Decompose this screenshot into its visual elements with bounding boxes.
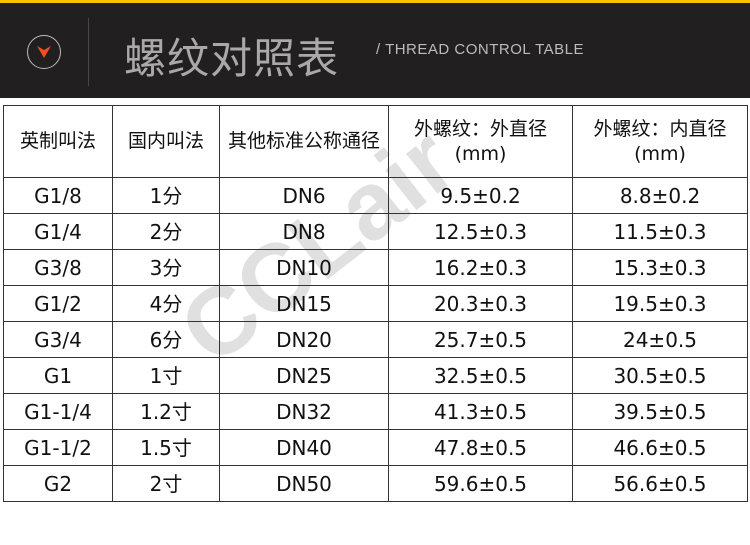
table-cell: 47.8±0.5 — [388, 429, 573, 466]
table-cell: G1/4 — [3, 213, 113, 250]
table-cell: 30.5±0.5 — [572, 357, 748, 394]
table-cell: G1/8 — [3, 177, 113, 214]
page-title: 螺纹对照表 — [124, 34, 340, 83]
top-accent-line — [0, 0, 750, 3]
table-cell: 6分 — [112, 321, 220, 358]
table-cell: 12.5±0.3 — [388, 213, 573, 250]
chevron-down-circle-icon — [27, 35, 61, 69]
header-cell: 国内叫法 — [112, 105, 220, 178]
table-row: G2 2寸 DN50 59.6±0.5 56.6±0.5 — [3, 465, 748, 502]
table-cell: DN15 — [219, 285, 389, 322]
table-cell: 56.6±0.5 — [572, 465, 748, 502]
table-cell: G3/8 — [3, 249, 113, 286]
table-cell: 41.3±0.5 — [388, 393, 573, 430]
table-cell: 8.8±0.2 — [572, 177, 748, 214]
table-cell: DN6 — [219, 177, 389, 214]
table-cell: G1 — [3, 357, 113, 394]
table-cell: 1分 — [112, 177, 220, 214]
table-cell: DN50 — [219, 465, 389, 502]
header-cell: 外螺纹：内直径(mm) — [572, 105, 748, 178]
divider — [88, 18, 89, 86]
table-row: G1/8 1分 DN6 9.5±0.2 8.8±0.2 — [3, 177, 748, 214]
table-cell: 59.6±0.5 — [388, 465, 573, 502]
table-cell: DN8 — [219, 213, 389, 250]
table-cell: 15.3±0.3 — [572, 249, 748, 286]
table-cell: 20.3±0.3 — [388, 285, 573, 322]
table-header-row: 英制叫法 国内叫法 其他标准公称通径 外螺纹：外直径(mm) 外螺纹：内直径(m… — [3, 105, 748, 178]
table-cell: 39.5±0.5 — [572, 393, 748, 430]
table-cell: G1-1/2 — [3, 429, 113, 466]
header-cell: 外螺纹：外直径(mm) — [388, 105, 573, 178]
table-cell: 25.7±0.5 — [388, 321, 573, 358]
table-cell: 19.5±0.3 — [572, 285, 748, 322]
table-cell: 1.2寸 — [112, 393, 220, 430]
table-row: G1/4 2分 DN8 12.5±0.3 11.5±0.3 — [3, 213, 748, 250]
table-cell: DN10 — [219, 249, 389, 286]
thread-table: 英制叫法 国内叫法 其他标准公称通径 外螺纹：外直径(mm) 外螺纹：内直径(m… — [3, 105, 748, 502]
header-cell: 其他标准公称通径 — [219, 105, 389, 178]
table-cell: G1-1/4 — [3, 393, 113, 430]
table-row: G1/2 4分 DN15 20.3±0.3 19.5±0.3 — [3, 285, 748, 322]
table-row: G1-1/2 1.5寸 DN40 47.8±0.5 46.6±0.5 — [3, 429, 748, 466]
table-cell: 32.5±0.5 — [388, 357, 573, 394]
page-subtitle: / THREAD CONTROL TABLE — [376, 41, 584, 58]
table-row: G1-1/4 1.2寸 DN32 41.3±0.5 39.5±0.5 — [3, 393, 748, 430]
table-cell: 46.6±0.5 — [572, 429, 748, 466]
table-cell: 2分 — [112, 213, 220, 250]
table-cell: 3分 — [112, 249, 220, 286]
table-cell: DN32 — [219, 393, 389, 430]
table-cell: 4分 — [112, 285, 220, 322]
table-cell: 2寸 — [112, 465, 220, 502]
table-cell: DN20 — [219, 321, 389, 358]
table-row: G3/8 3分 DN10 16.2±0.3 15.3±0.3 — [3, 249, 748, 286]
table-cell: 1.5寸 — [112, 429, 220, 466]
table-cell: DN25 — [219, 357, 389, 394]
header-banner: 螺纹对照表 / THREAD CONTROL TABLE — [0, 3, 750, 98]
table-cell: 24±0.5 — [572, 321, 748, 358]
table-cell: 11.5±0.3 — [572, 213, 748, 250]
table-cell: G2 — [3, 465, 113, 502]
table-cell: 16.2±0.3 — [388, 249, 573, 286]
table-cell: 1寸 — [112, 357, 220, 394]
table-cell: DN40 — [219, 429, 389, 466]
header-cell: 英制叫法 — [3, 105, 113, 178]
table-cell: G3/4 — [3, 321, 113, 358]
table-row: G3/4 6分 DN20 25.7±0.5 24±0.5 — [3, 321, 748, 358]
table-row: G1 1寸 DN25 32.5±0.5 30.5±0.5 — [3, 357, 748, 394]
table-cell: G1/2 — [3, 285, 113, 322]
table-cell: 9.5±0.2 — [388, 177, 573, 214]
